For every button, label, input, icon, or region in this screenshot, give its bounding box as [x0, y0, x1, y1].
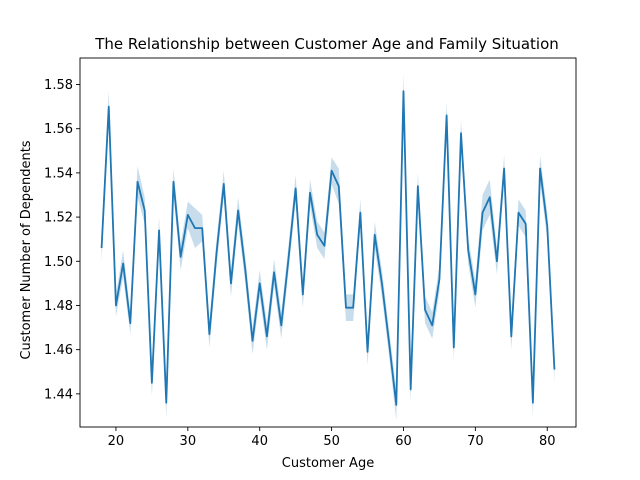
x-tick-label: 20	[108, 434, 125, 449]
data-point	[510, 335, 512, 337]
data-point	[187, 214, 189, 216]
y-tick-label: 1.48	[44, 299, 73, 314]
x-tick-label: 30	[180, 434, 197, 449]
data-point	[489, 196, 491, 198]
data-point	[532, 402, 534, 404]
data-point	[252, 340, 254, 342]
data-point	[395, 404, 397, 406]
data-point	[467, 249, 469, 251]
data-point	[517, 212, 519, 214]
data-point	[402, 90, 404, 92]
data-point	[316, 234, 318, 236]
x-tick-label: 60	[395, 434, 412, 449]
data-point	[309, 192, 311, 194]
data-point	[424, 309, 426, 311]
data-point	[194, 227, 196, 229]
y-tick-label: 1.50	[44, 255, 73, 270]
data-point	[438, 278, 440, 280]
data-point	[129, 322, 131, 324]
data-point	[137, 181, 139, 183]
data-point	[417, 185, 419, 187]
data-point	[410, 388, 412, 390]
data-point	[172, 181, 174, 183]
data-point	[287, 258, 289, 260]
data-point	[180, 256, 182, 258]
data-point	[446, 114, 448, 116]
x-tick-label: 40	[251, 434, 268, 449]
data-point	[108, 106, 110, 108]
data-point	[553, 369, 555, 371]
y-tick-label: 1.46	[44, 343, 73, 358]
data-point	[374, 234, 376, 236]
data-point	[539, 167, 541, 169]
data-point	[280, 324, 282, 326]
data-point	[338, 185, 340, 187]
plot-frame	[79, 57, 577, 428]
data-point	[295, 187, 297, 189]
data-point	[460, 132, 462, 134]
x-axis-title: Customer Age	[282, 456, 374, 471]
x-tick-label: 70	[467, 434, 484, 449]
data-point	[302, 293, 304, 295]
data-point	[273, 271, 275, 273]
data-point	[230, 282, 232, 284]
plot-area: 20 30 40 50 60 70 80 1.44 1.46 1.48 1.50 1.52 1.54 1.…	[44, 57, 577, 449]
data-point	[367, 351, 369, 353]
y-tick-label: 1.54	[44, 166, 73, 181]
data-point	[503, 167, 505, 169]
data-point	[223, 183, 225, 185]
data-point	[158, 229, 160, 231]
data-point	[323, 245, 325, 247]
data-point	[474, 293, 476, 295]
data-point	[546, 225, 548, 227]
data-point	[122, 262, 124, 264]
data-point	[244, 269, 246, 271]
x-tick-label: 80	[539, 434, 556, 449]
y-tick-label: 1.44	[44, 387, 73, 402]
data-point	[151, 382, 153, 384]
y-tick-label: 1.56	[44, 122, 73, 137]
data-point	[525, 223, 527, 225]
data-point	[144, 209, 146, 211]
data-point	[388, 342, 390, 344]
y-axis-title: Customer Number of Dependents	[19, 140, 34, 359]
y-tick-label: 1.58	[44, 78, 73, 93]
data-point	[331, 170, 333, 172]
data-point	[201, 227, 203, 229]
data-point	[381, 282, 383, 284]
data-point	[345, 307, 347, 309]
data-point	[115, 304, 117, 306]
data-point	[208, 333, 210, 335]
chart-title: The Relationship between Customer Age an…	[94, 35, 559, 53]
data-point	[496, 260, 498, 262]
y-tick-label: 1.52	[44, 211, 73, 226]
data-point	[237, 209, 239, 211]
series-line	[100, 90, 556, 406]
data-point	[431, 324, 433, 326]
data-point	[453, 346, 455, 348]
data-point	[352, 307, 354, 309]
data-point	[101, 247, 103, 249]
data-point	[259, 282, 261, 284]
x-tick-label: 50	[323, 434, 340, 449]
data-point	[216, 251, 218, 253]
data-point	[482, 212, 484, 214]
data-point	[165, 402, 167, 404]
data-point	[359, 212, 361, 214]
data-point	[266, 335, 268, 337]
